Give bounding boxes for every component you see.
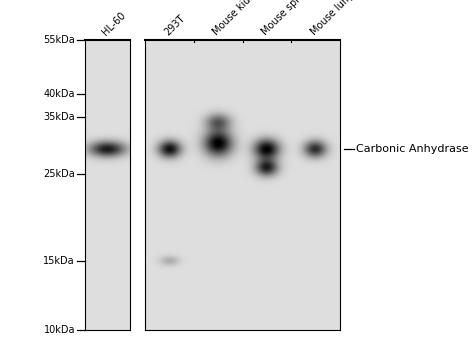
Text: 55kDa: 55kDa: [43, 35, 75, 45]
Text: 35kDa: 35kDa: [43, 112, 75, 122]
Bar: [85, 40, 130, 330]
Text: 15kDa: 15kDa: [43, 256, 75, 266]
Text: Carbonic Anhydrase 2 (CA2): Carbonic Anhydrase 2 (CA2): [356, 144, 472, 154]
Text: 25kDa: 25kDa: [43, 169, 75, 179]
Text: 40kDa: 40kDa: [43, 89, 75, 99]
Text: Mouse lung: Mouse lung: [309, 0, 355, 37]
Text: Mouse kidney: Mouse kidney: [211, 0, 266, 37]
Text: 293T: 293T: [162, 13, 186, 37]
Text: HL-60: HL-60: [101, 10, 127, 37]
Bar: [145, 40, 340, 330]
Text: Mouse spleen: Mouse spleen: [260, 0, 314, 37]
Text: 10kDa: 10kDa: [43, 325, 75, 335]
